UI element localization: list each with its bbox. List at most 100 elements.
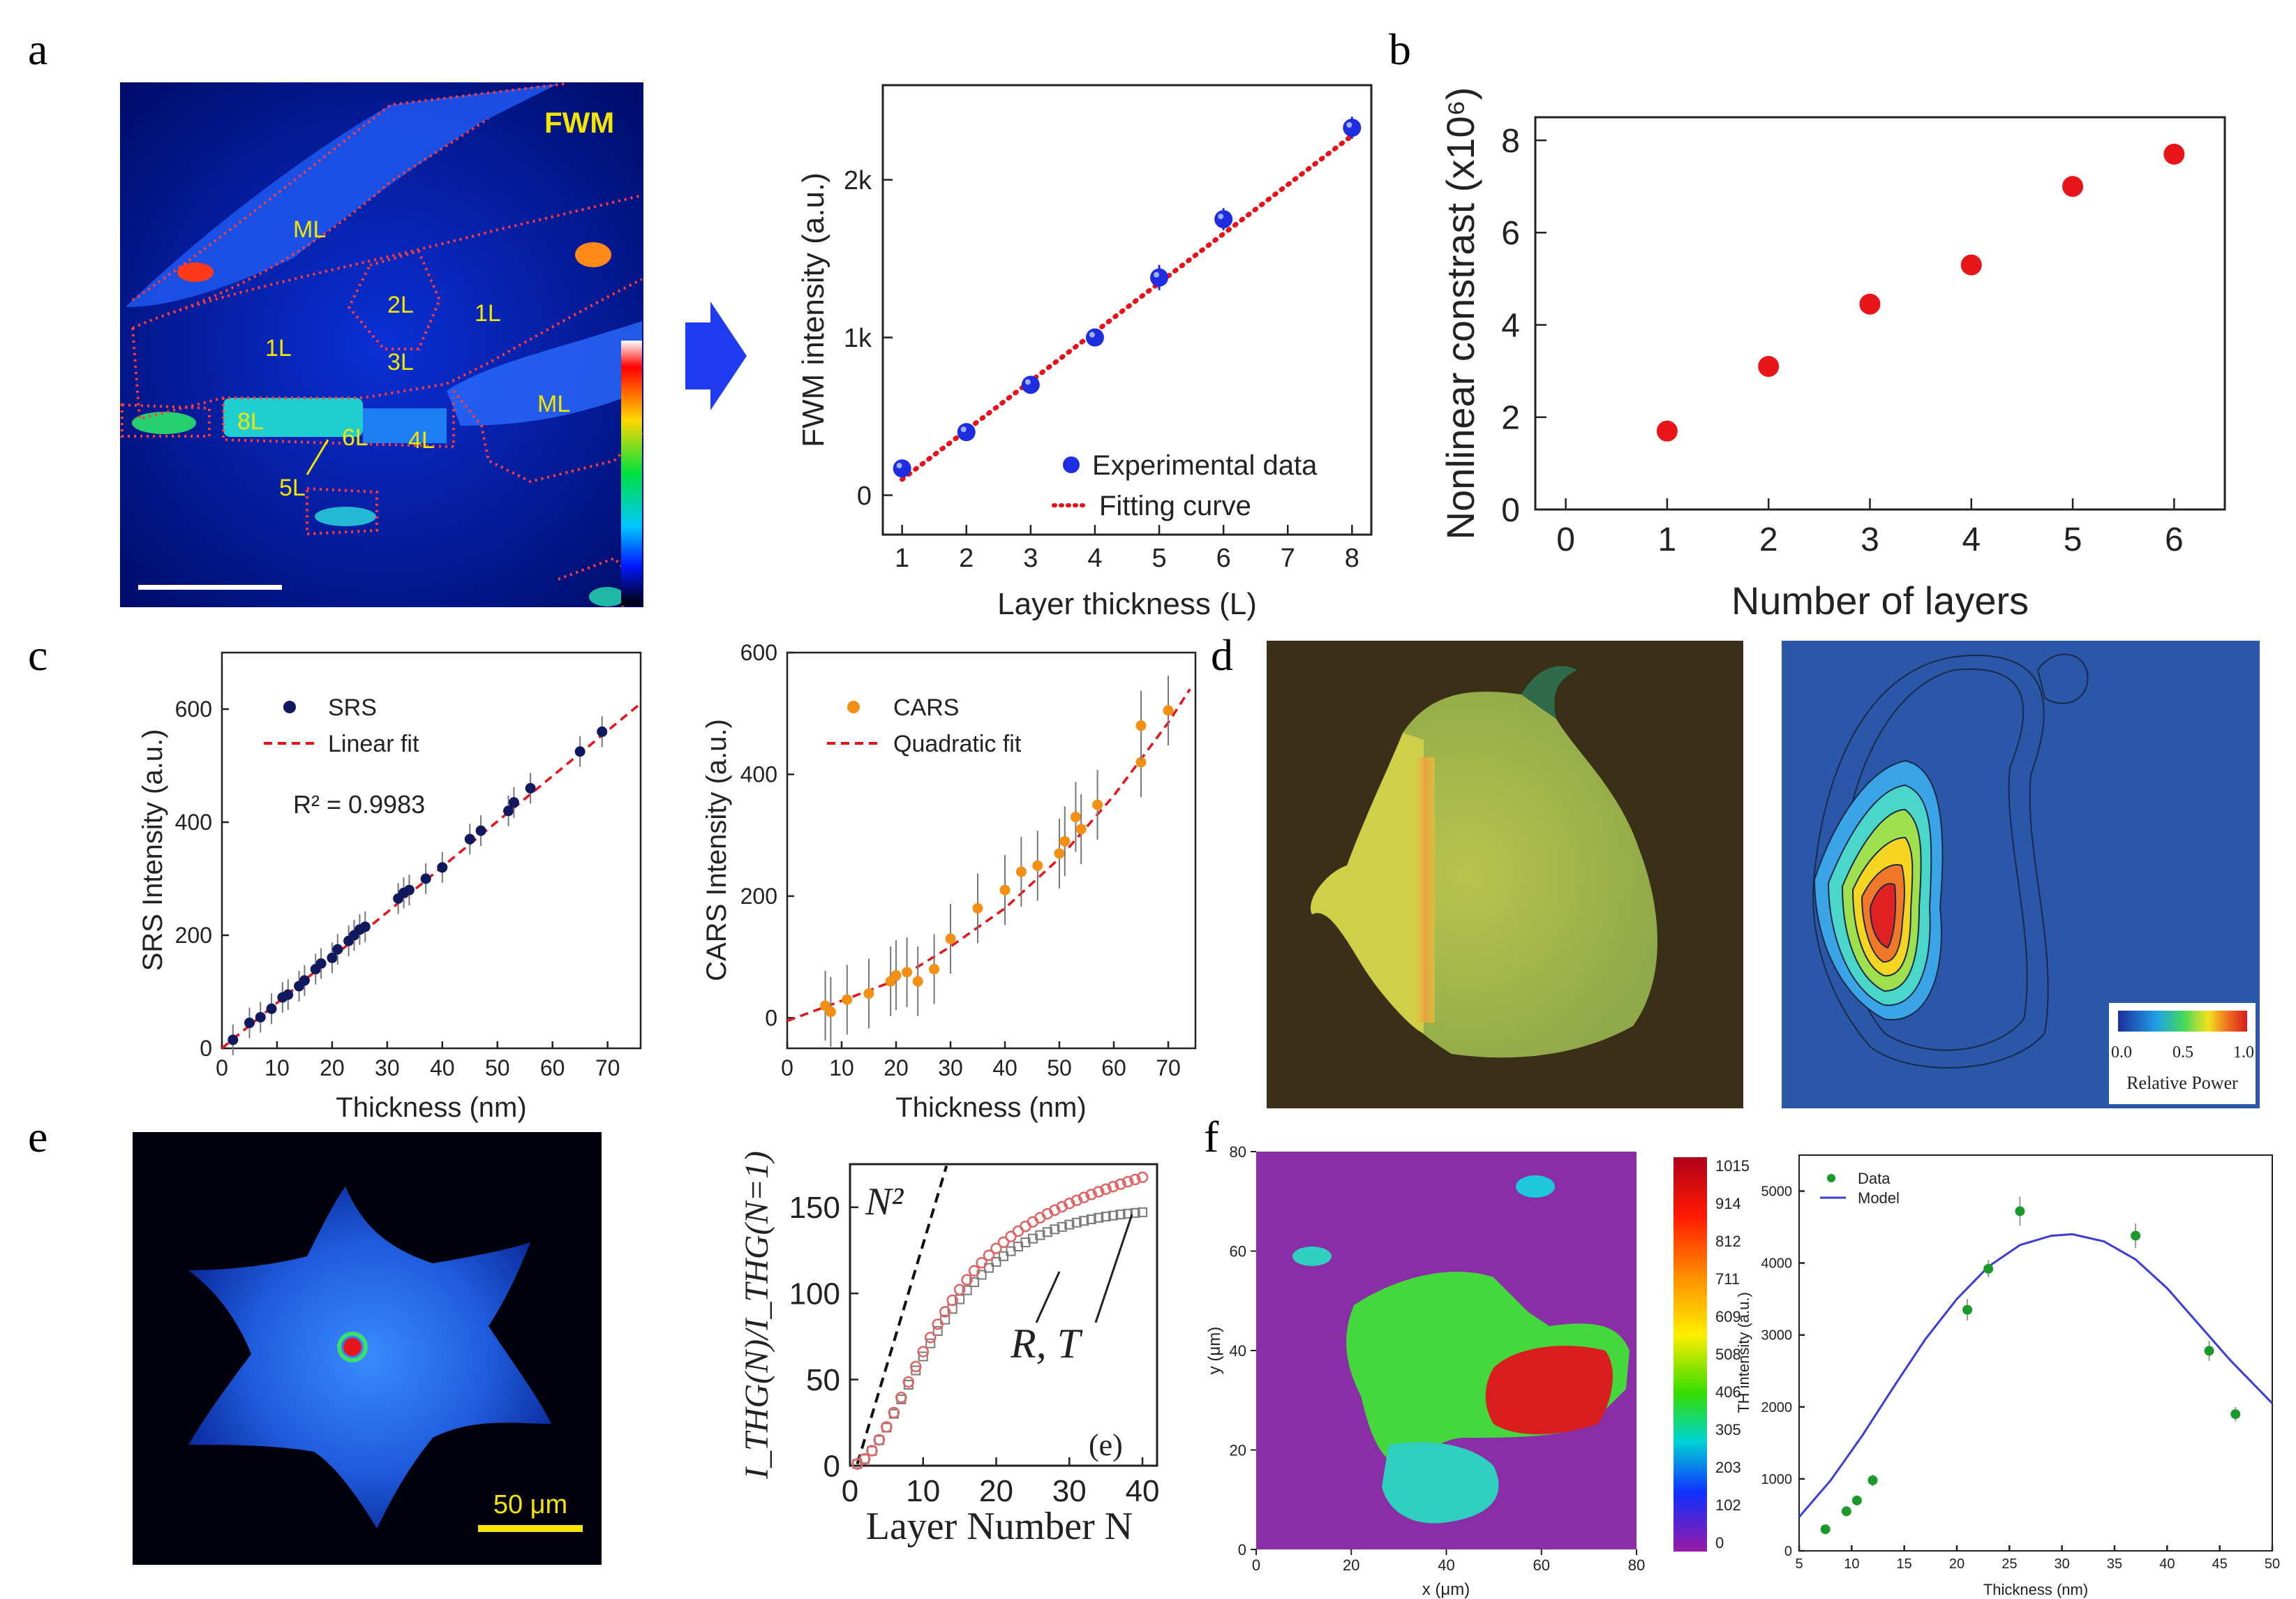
fwm-region-labels: ML 1L 2L 1L 3L 1L ML 8L 6L 4L 5L: [237, 216, 570, 501]
fwm-label-6l: 6L: [342, 424, 368, 451]
th-map-ylabel: y (μm): [1205, 1327, 1224, 1374]
y-tick-label: 0: [857, 482, 872, 511]
th-thickness-chart-frame: [1798, 1154, 2273, 1552]
fwm-legend-marker: [1063, 456, 1080, 473]
th-legend-data: Data: [1858, 1170, 1891, 1187]
thg-r-point: [953, 1284, 966, 1295]
x-tick-label: 7: [1281, 544, 1295, 573]
thg-layer-chart: 0 50 100 150 0 10 20 30 40 Layer Number N I_THG…: [738, 1151, 1160, 1548]
y-tick-label: 200: [740, 884, 777, 909]
th-map-region-hot: [1485, 1346, 1613, 1434]
th-data-point: [1868, 1475, 1878, 1485]
fwm-image: ML 1L 2L 1L 3L 1L ML 8L 6L 4L 5L FWM: [120, 82, 644, 609]
srs-ylabel: SRS Intensity (a.u.): [137, 729, 168, 972]
thg-r-point: [924, 1332, 937, 1344]
cars-data-point: [1135, 720, 1147, 731]
thg-t-point: [1130, 1207, 1140, 1218]
y-tick-label: 1k: [844, 324, 872, 353]
nonlinear-data-point: [1758, 356, 1780, 378]
x-tick-label: 30: [375, 1055, 400, 1080]
power-map-colorbar-label: Relative Power: [2126, 1073, 2238, 1093]
srs-points: [228, 716, 608, 1055]
th-map-y-tick-label: 0: [1238, 1541, 1246, 1559]
fwm-hotspot-4: [315, 507, 376, 526]
cars-data-point: [863, 988, 874, 999]
thg-t-point: [932, 1325, 943, 1336]
th-map-colorbar-tick: 1015: [1715, 1157, 1750, 1175]
y-tick-label: 100: [789, 1277, 840, 1311]
x-tick-label: 30: [1052, 1474, 1087, 1508]
power-map-tick-0: 0.0: [2111, 1043, 2132, 1062]
th-map-y-ticks: 0 20 40 60 80: [1230, 1143, 1256, 1559]
fwm-y-ticks: 0 1k 2k: [844, 166, 893, 511]
nonlinear-ylabel: Nonlinear constrast (x10⁶): [1438, 87, 1482, 540]
cars-data-point: [972, 902, 983, 914]
panel-letter-d: d: [1211, 630, 1233, 680]
thg-r-point: [939, 1306, 951, 1318]
srs-data-point: [597, 726, 608, 737]
srs-data-point: [332, 944, 343, 955]
fwm-points: [893, 117, 1362, 478]
fwm-data-point-highlight: [960, 426, 967, 433]
optical-flake-step: [1311, 733, 1424, 1033]
srs-x-ticks: 0 10 20 30 40 50 60 70: [216, 1041, 620, 1080]
cars-data-point: [890, 969, 902, 981]
cars-legend-marker: [847, 701, 860, 713]
fwm-label-1l-b: 1L: [475, 300, 501, 327]
srs-data-point: [508, 797, 519, 808]
fwm-legend-fit: Fitting curve: [1099, 491, 1251, 521]
x-tick-label: 45: [2212, 1556, 2228, 1572]
fwm-data-point-highlight: [896, 463, 902, 469]
th-thickness-y-ticks: 0 1000 2000 3000 4000 5000: [1761, 1184, 1805, 1559]
thg-r-point: [910, 1360, 922, 1373]
optical-flake-image: [1267, 641, 1743, 1108]
y-tick-label: 0: [1501, 492, 1520, 529]
thg-n2-line: [856, 1165, 948, 1465]
srs-xlabel: Thickness (nm): [336, 1092, 526, 1123]
x-tick-label: 70: [1156, 1055, 1181, 1080]
cars-data-point: [1092, 799, 1103, 810]
thg-r-point: [1092, 1186, 1105, 1198]
y-tick-label: 0: [765, 1006, 777, 1031]
x-tick-label: 60: [1101, 1055, 1126, 1080]
fwm-label-ml: ML: [293, 216, 326, 243]
srs-data-point: [299, 975, 310, 986]
cars-data-point: [945, 933, 956, 944]
thg-t-point: [1123, 1208, 1133, 1219]
th-map-y-tick-label: 60: [1230, 1243, 1246, 1260]
cars-y-ticks: 0 200 400 600: [740, 640, 794, 1031]
fwm-title: FWM: [544, 106, 614, 139]
cars-data-point: [902, 967, 913, 978]
y-tick-label: 3000: [1761, 1328, 1793, 1344]
x-tick-label: 1: [895, 544, 909, 573]
y-tick-label: 1000: [1761, 1472, 1793, 1487]
x-tick-label: 6: [2165, 521, 2184, 558]
th-map-colorbar-tick: 305: [1715, 1421, 1741, 1438]
y-tick-label: 600: [740, 640, 777, 665]
y-tick-label: 0: [200, 1036, 212, 1061]
th-data-point: [1851, 1495, 1862, 1505]
thg-t-point: [1057, 1221, 1067, 1232]
cars-chart: 0 200 400 600 0 10 20 30 40 50 60 70 Thickness (nm…: [701, 640, 1197, 1123]
fwm-data-point: [1214, 210, 1233, 229]
th-map-spot-1: [1516, 1175, 1555, 1198]
fwm-chart-frame: [881, 84, 1373, 536]
thg-t-point: [1138, 1207, 1148, 1217]
cars-data-point: [1135, 757, 1147, 768]
x-tick-label: 0: [842, 1474, 858, 1508]
x-tick-label: 0: [216, 1055, 228, 1080]
fwm-flake-ml-right: [447, 321, 642, 426]
x-tick-label: 0: [1556, 521, 1575, 558]
thg-r-point: [1085, 1189, 1097, 1200]
fwm-data-point: [1085, 328, 1104, 347]
panel-letter-a: a: [28, 24, 47, 74]
thg-t-point: [999, 1251, 1008, 1261]
th-map-y-tick-label: 20: [1230, 1442, 1246, 1459]
srs-data-point: [315, 958, 327, 969]
th-thickness-model: [1798, 1233, 2274, 1518]
th-data-point: [2204, 1346, 2214, 1356]
thg-star-image: 50 μm: [133, 1132, 602, 1565]
power-map-tick-1: 1.0: [2233, 1043, 2254, 1062]
